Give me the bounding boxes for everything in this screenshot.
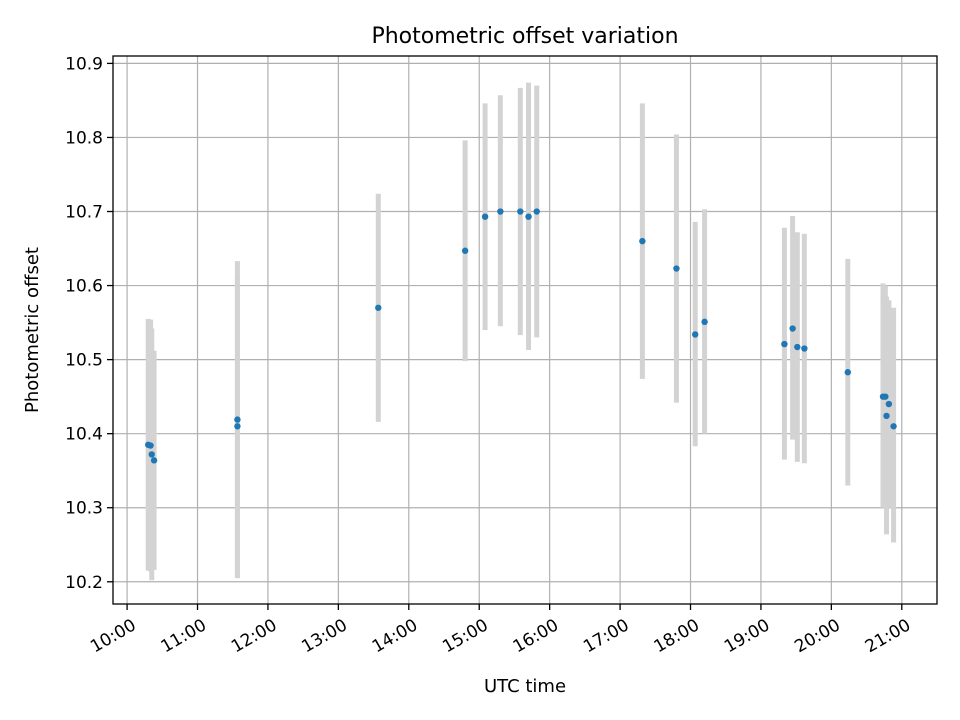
y-tick-label: 10.4 <box>65 425 103 445</box>
data-point <box>691 331 699 338</box>
data-point <box>481 213 489 220</box>
data-point <box>639 237 646 245</box>
data-point <box>147 442 154 449</box>
data-point <box>497 208 504 215</box>
data-point <box>673 265 680 272</box>
data-point <box>150 457 158 464</box>
error-bars <box>145 82 897 581</box>
y-tick-label: 10.3 <box>65 499 103 519</box>
y-tick-label: 10.7 <box>65 203 103 223</box>
x-tick-label: 11:00 <box>158 615 210 657</box>
data-point <box>883 412 890 420</box>
data-point <box>789 325 796 332</box>
y-tick-label: 10.8 <box>65 128 103 148</box>
data-point <box>517 208 524 215</box>
x-tick-label: 19:00 <box>721 615 773 657</box>
x-tick-label: 16:00 <box>510 615 562 657</box>
axis-ticks: 10:00 11:00 12:00 13:00 14:00 15:00 16:00 17:00… <box>65 54 914 657</box>
plot-area-frame <box>112 55 938 605</box>
y-tick-label: 10.2 <box>65 573 103 593</box>
y-tick-label: 10.6 <box>65 277 103 297</box>
x-tick-label: 17:00 <box>580 615 632 657</box>
data-point <box>533 208 540 215</box>
data-point <box>882 393 889 400</box>
grid <box>113 56 937 604</box>
data-point <box>890 423 897 430</box>
x-tick-label: 18:00 <box>651 615 703 657</box>
data-point <box>525 213 532 220</box>
data-point <box>375 304 382 311</box>
x-axis-label: UTC time <box>484 676 566 697</box>
data-points <box>145 208 897 464</box>
data-point <box>701 318 708 326</box>
chart-title: Photometric offset variation <box>371 24 678 49</box>
data-point <box>234 423 241 430</box>
y-tick-label: 10.9 <box>65 54 103 74</box>
x-tick-label: 20:00 <box>791 615 843 657</box>
data-point <box>801 345 808 352</box>
y-tick-label: 10.5 <box>65 351 103 371</box>
x-tick-label: 21:00 <box>862 615 914 657</box>
data-point <box>781 340 788 348</box>
data-point <box>885 400 893 408</box>
data-point <box>844 369 851 376</box>
data-point <box>148 451 155 458</box>
x-tick-label: 13:00 <box>298 615 350 657</box>
x-tick-label: 12:00 <box>228 615 280 657</box>
x-tick-label: 15:00 <box>439 615 491 657</box>
x-tick-label: 10:00 <box>87 615 139 657</box>
data-point <box>461 247 469 254</box>
y-axis-label: Photometric offset <box>22 247 43 413</box>
data-point <box>234 416 241 423</box>
data-point <box>794 343 801 351</box>
x-tick-label: 14:00 <box>369 615 421 657</box>
